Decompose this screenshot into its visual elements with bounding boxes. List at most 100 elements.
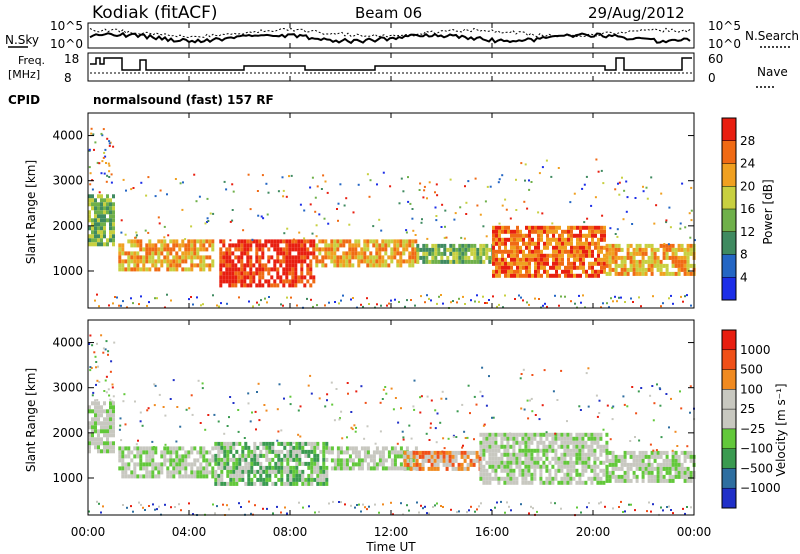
velocity-echo-cell [515,460,519,465]
power-echo-cell [124,267,128,272]
power-echo-cell [479,247,483,252]
power-echo-cell [617,243,621,248]
power-echo-cell [309,251,313,256]
velocity-echo-cell [241,477,245,482]
velocity-clutter-cell [366,508,368,511]
power-clutter-cell [266,301,268,304]
velocity-echo-speckle [384,386,387,388]
power-echo-cell [399,255,403,260]
velocity-echo-cell [569,432,573,437]
velocity-echo-speckle [689,411,691,414]
velocity-echo-cell [232,461,236,466]
power-echo-cell [172,263,176,268]
power-echo-cell [228,271,232,276]
power-echo-cell [91,238,94,243]
velocity-echo-speckle [108,394,111,397]
power-echo-cell [258,255,262,260]
velocity-echo-cell [91,433,94,438]
velocity-echo-cell [491,452,495,457]
power-echo-cell [473,243,477,248]
velocity-echo-cell [133,446,137,451]
power-echo-cell [139,267,143,272]
velocity-echo-cell [533,436,537,441]
velocity-echo-cell [605,470,609,475]
power-echo-cell [558,249,561,254]
velocity-echo-speckle [434,409,437,412]
velocity-echo-cell [415,458,419,463]
velocity-echo-cell [539,480,543,485]
power-echo-speckle [251,238,254,241]
velocity-echo-cell [103,445,106,450]
power-echo-cell [411,263,415,268]
power-echo-cell [632,267,636,272]
velocity-echo-cell [133,462,137,467]
velocity-echo-cell [527,436,531,441]
power-echo-speckle [618,181,621,184]
velocity-echo-cell [97,421,100,426]
power-echo-cell [402,239,406,244]
power-echo-speckle [108,170,111,173]
power-echo-cell [106,206,109,211]
power-echo-cell [237,279,241,284]
velocity-echo-cell [166,474,170,479]
velocity-echo-cell [623,454,627,459]
velocity-echo-speckle [578,405,581,408]
power-echo-cell [561,257,564,262]
power-echo-cell [231,251,235,256]
power-echo-cell [357,239,361,244]
velocity-echo-cell [277,449,281,454]
power-echo-cell [470,251,474,256]
velocity-echo-cell [277,469,281,474]
power-echo-cell [570,229,573,234]
power-echo-cell [97,222,100,227]
velocity-echo-cell [148,462,152,467]
power-echo-speckle [520,162,523,165]
power-clutter-cell [138,303,140,306]
velocity-clutter-cell [152,503,154,506]
power-echo-cell [154,243,158,248]
velocity-echo-cell [363,454,367,459]
velocity-echo-cell [295,457,299,462]
power-echo-cell [100,214,103,219]
velocity-echo-cell [584,468,588,473]
power-echo-cell [650,259,654,264]
power-echo-cell [333,255,337,260]
power-echo-cell [561,261,564,266]
velocity-echo-cell [533,464,537,469]
velocity-echo-cell [136,450,140,455]
power-echo-cell [97,218,100,223]
velocity-echo-cell [572,448,576,453]
power-echo-cell [193,251,197,256]
power-echo-cell [178,247,182,252]
power-echo-cell [665,255,669,260]
power-echo-cell [576,225,579,230]
velocity-echo-cell [485,448,489,453]
power-echo-cell [175,243,179,248]
power-echo-cell [375,251,379,256]
power-echo-cell [588,245,591,250]
velocity-echo-speckle [463,430,466,433]
velocity-echo-cell [94,417,97,422]
velocity-echo-speckle [529,399,531,402]
power-echo-cell [136,239,140,244]
velocity-echo-cell [307,449,311,454]
power-echo-cell [199,263,203,268]
velocity-echo-speckle [379,401,382,404]
power-echo-cell [543,265,546,270]
velocity-clutter-cell [354,506,356,509]
velocity-echo-cell [563,476,567,481]
velocity-echo-speckle [462,444,464,447]
velocity-echo-cell [451,450,455,455]
velocity-echo-cell [378,450,382,455]
power-clutter-cell [660,305,662,308]
power-echo-cell [112,206,115,211]
power-echo-speckle [311,232,314,235]
velocity-echo-cell [360,446,364,451]
power-echo-cell [528,257,531,262]
velocity-echo-cell [521,476,525,481]
power-echo-speckle [412,229,415,232]
power-echo-cell [112,230,115,235]
power-echo-cell [285,275,289,280]
velocity-echo-cell [163,462,167,467]
power-echo-cell [425,247,429,252]
